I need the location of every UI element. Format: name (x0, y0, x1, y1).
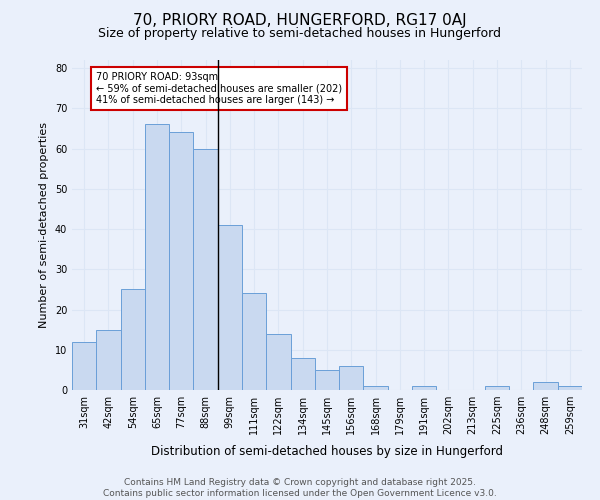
Bar (485, 386, 509, 390)
Bar (96, 330, 121, 390)
Bar (364, 386, 388, 390)
Text: 70, PRIORY ROAD, HUNGERFORD, RG17 0AJ: 70, PRIORY ROAD, HUNGERFORD, RG17 0AJ (133, 12, 467, 28)
Y-axis label: Number of semi-detached properties: Number of semi-detached properties (39, 122, 49, 328)
Bar (193, 148, 218, 390)
Bar (266, 334, 290, 390)
Text: 70 PRIORY ROAD: 93sqm
← 59% of semi-detached houses are smaller (202)
41% of sem: 70 PRIORY ROAD: 93sqm ← 59% of semi-deta… (96, 72, 343, 106)
Bar (169, 132, 193, 390)
Text: Size of property relative to semi-detached houses in Hungerford: Size of property relative to semi-detach… (98, 28, 502, 40)
Bar (121, 290, 145, 390)
Bar (558, 386, 582, 390)
Bar (290, 358, 315, 390)
Bar (242, 294, 266, 390)
Bar (145, 124, 169, 390)
Bar (315, 370, 339, 390)
Text: Contains HM Land Registry data © Crown copyright and database right 2025.
Contai: Contains HM Land Registry data © Crown c… (103, 478, 497, 498)
Bar (412, 386, 436, 390)
Bar (218, 225, 242, 390)
Bar (533, 382, 558, 390)
Bar (72, 342, 96, 390)
X-axis label: Distribution of semi-detached houses by size in Hungerford: Distribution of semi-detached houses by … (151, 446, 503, 458)
Bar (339, 366, 364, 390)
